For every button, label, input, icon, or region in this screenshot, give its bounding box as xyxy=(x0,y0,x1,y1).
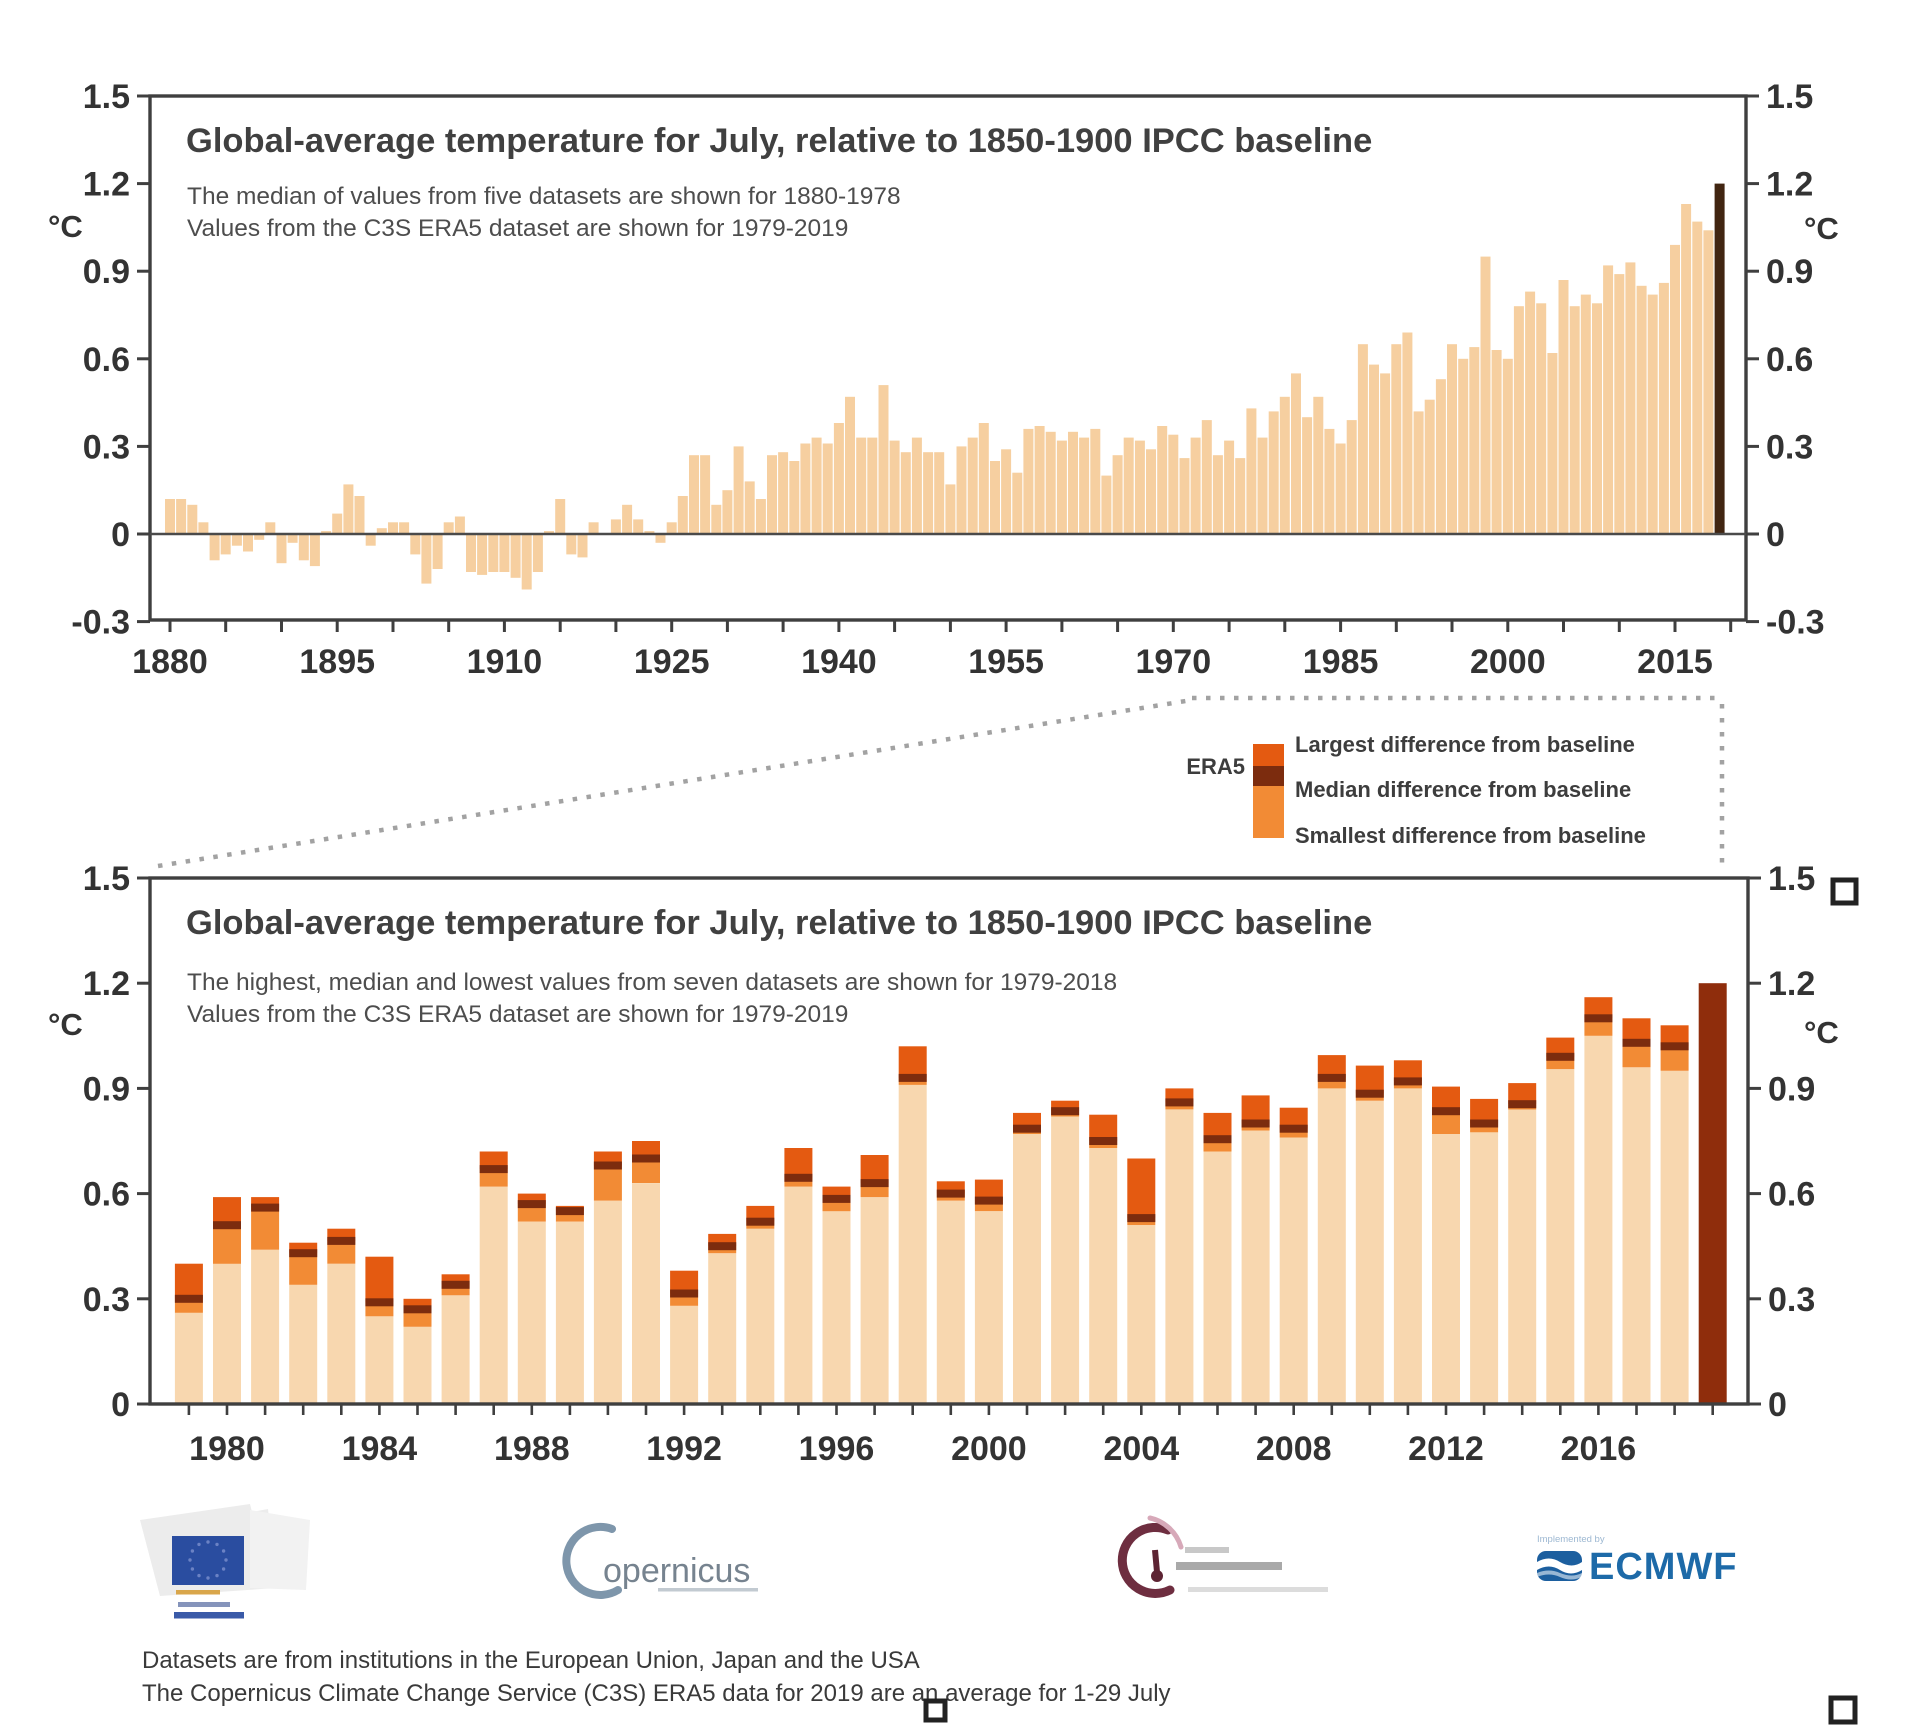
svg-text:2000: 2000 xyxy=(1470,643,1546,681)
svg-text:1.5: 1.5 xyxy=(83,78,130,116)
svg-text:°C: °C xyxy=(48,1007,83,1042)
svg-text:The Copernicus Climate Change: The Copernicus Climate Change Service (C… xyxy=(142,1680,1171,1707)
svg-text:Global-average temperature for: Global-average temperature for July, rel… xyxy=(186,122,1372,160)
svg-text:1940: 1940 xyxy=(801,643,877,681)
svg-text:1996: 1996 xyxy=(799,1430,875,1468)
svg-text:0.6: 0.6 xyxy=(83,1176,130,1214)
svg-text:Values from the C3S ERA5 datas: Values from the C3S ERA5 dataset are sho… xyxy=(187,1001,848,1028)
svg-text:°C: °C xyxy=(48,209,83,244)
svg-text:0.9: 0.9 xyxy=(1768,1070,1815,1108)
svg-text:1925: 1925 xyxy=(634,643,710,681)
svg-text:0.9: 0.9 xyxy=(83,253,130,291)
svg-text:2016: 2016 xyxy=(1561,1430,1637,1468)
svg-text:1980: 1980 xyxy=(189,1430,265,1468)
svg-text:Datasets are from institutions: Datasets are from institutions in the Eu… xyxy=(142,1647,920,1674)
svg-text:Median difference from baselin: Median difference from baseline xyxy=(1295,777,1631,802)
svg-text:-0.3: -0.3 xyxy=(71,604,130,642)
svg-text:2012: 2012 xyxy=(1408,1430,1484,1468)
svg-text:1.2: 1.2 xyxy=(83,965,130,1003)
svg-text:0: 0 xyxy=(1766,516,1785,554)
svg-text:Implemented by: Implemented by xyxy=(1537,1534,1605,1545)
svg-text:0.9: 0.9 xyxy=(1766,253,1813,291)
svg-text:1.5: 1.5 xyxy=(1766,78,1813,116)
svg-text:0.9: 0.9 xyxy=(83,1070,130,1108)
svg-text:0.3: 0.3 xyxy=(1768,1281,1815,1319)
svg-text:0: 0 xyxy=(111,516,130,554)
svg-text:1.5: 1.5 xyxy=(1768,860,1815,898)
svg-text:ECMWF: ECMWF xyxy=(1589,1546,1738,1588)
svg-text:Smallest difference from basel: Smallest difference from baseline xyxy=(1295,823,1646,848)
svg-text:The highest, median and lowest: The highest, median and lowest values fr… xyxy=(187,969,1117,996)
svg-text:1.2: 1.2 xyxy=(1768,965,1815,1003)
svg-text:0.3: 0.3 xyxy=(1766,428,1813,466)
svg-text:ERA5: ERA5 xyxy=(1186,754,1245,779)
svg-text:1.5: 1.5 xyxy=(83,860,130,898)
svg-text:2004: 2004 xyxy=(1103,1430,1179,1468)
svg-text:2008: 2008 xyxy=(1256,1430,1332,1468)
svg-text:0.3: 0.3 xyxy=(83,1281,130,1319)
svg-text:-0.3: -0.3 xyxy=(1766,604,1825,642)
svg-text:1.2: 1.2 xyxy=(1766,166,1813,204)
svg-text:Largest difference from baseli: Largest difference from baseline xyxy=(1295,732,1635,757)
svg-text:1970: 1970 xyxy=(1135,643,1211,681)
svg-text:1955: 1955 xyxy=(968,643,1044,681)
svg-text:0.6: 0.6 xyxy=(1766,341,1813,379)
svg-text:0: 0 xyxy=(111,1386,130,1424)
svg-text:Values from the C3S ERA5 datas: Values from the C3S ERA5 dataset are sho… xyxy=(187,215,848,242)
svg-text:1992: 1992 xyxy=(646,1430,722,1468)
svg-text:1988: 1988 xyxy=(494,1430,570,1468)
svg-text:°C: °C xyxy=(1804,1015,1839,1050)
svg-text:0.6: 0.6 xyxy=(83,341,130,379)
svg-text:2015: 2015 xyxy=(1637,643,1713,681)
svg-text:1895: 1895 xyxy=(299,643,375,681)
svg-text:The median of values from five: The median of values from five datasets … xyxy=(187,183,901,210)
svg-text:1984: 1984 xyxy=(342,1430,418,1468)
svg-text:Global-average temperature for: Global-average temperature for July, rel… xyxy=(186,904,1372,942)
svg-text:1.2: 1.2 xyxy=(83,166,130,204)
svg-text:°C: °C xyxy=(1804,211,1839,246)
svg-text:opernicus: opernicus xyxy=(603,1552,750,1590)
svg-text:1910: 1910 xyxy=(467,643,543,681)
svg-text:1880: 1880 xyxy=(132,643,208,681)
svg-text:1985: 1985 xyxy=(1303,643,1379,681)
svg-text:0: 0 xyxy=(1768,1386,1787,1424)
svg-text:0.3: 0.3 xyxy=(83,428,130,466)
svg-text:0.6: 0.6 xyxy=(1768,1176,1815,1214)
svg-text:2000: 2000 xyxy=(951,1430,1027,1468)
